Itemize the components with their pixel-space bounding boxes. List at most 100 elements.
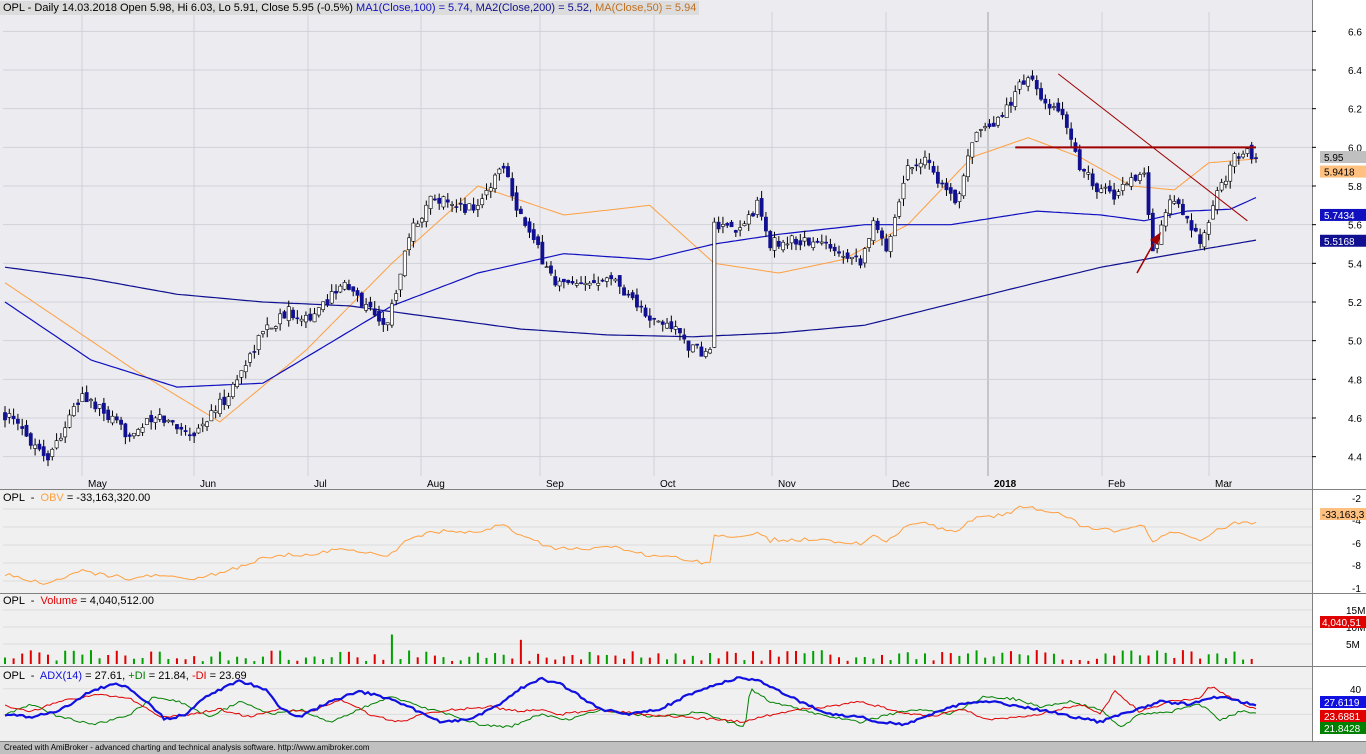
candle-body — [58, 437, 63, 441]
candle-body — [80, 393, 85, 402]
pane-background — [0, 490, 1312, 594]
annotation-arrowhead — [1150, 232, 1161, 245]
volume-bar — [537, 653, 540, 664]
volume-bar — [786, 651, 789, 664]
candle-body — [583, 282, 588, 285]
candle-body — [518, 208, 523, 215]
candle-body — [286, 306, 291, 321]
volume-bar — [1199, 658, 1202, 664]
candle-body — [463, 203, 467, 213]
candle-body — [940, 182, 945, 185]
volume-bar — [1156, 650, 1159, 664]
candle-body — [1206, 222, 1211, 235]
candle-body — [604, 277, 609, 282]
candle-body — [544, 266, 549, 268]
candle-body — [1107, 185, 1112, 192]
candle-body — [437, 197, 442, 204]
volume-bar — [898, 653, 901, 664]
annotation-arrow — [1136, 240, 1156, 274]
candle-body — [927, 159, 932, 164]
volume-bar — [562, 656, 565, 664]
candle-body — [110, 415, 115, 424]
candle-body — [966, 155, 970, 178]
candle-body — [703, 351, 708, 357]
volume-bar — [1181, 650, 1184, 664]
candle-body — [819, 241, 824, 244]
ma2-label: MA2(Close,200) = 5.52, — [475, 2, 593, 14]
candle-body — [807, 237, 811, 246]
volume-bar — [700, 660, 703, 664]
candle-body — [626, 293, 631, 296]
candle-body — [3, 412, 7, 421]
candle-body — [914, 164, 919, 167]
candle-body — [493, 174, 497, 190]
volume-bar — [1044, 652, 1047, 664]
candle-body — [265, 324, 270, 330]
adx-tag-label: 23.6881 — [1324, 712, 1361, 723]
volume-bar — [691, 655, 694, 664]
candle-body — [1228, 164, 1233, 182]
candle-body — [149, 414, 154, 423]
candle-body — [1172, 201, 1177, 204]
candle-body — [385, 322, 390, 326]
candle-body — [1245, 148, 1250, 154]
volume-bar — [502, 654, 505, 664]
candle-body — [269, 327, 274, 330]
candle-body — [983, 126, 988, 129]
candle-body — [273, 326, 278, 329]
volume-bar — [408, 650, 411, 664]
candle-body — [875, 220, 880, 230]
candle-body — [1086, 172, 1091, 175]
volume-bar — [1104, 653, 1107, 664]
price-tag — [1320, 165, 1366, 178]
candle-body — [746, 214, 751, 225]
candle-body — [643, 307, 648, 317]
candle-body — [84, 392, 89, 403]
candle-body — [892, 217, 897, 237]
candle-body — [450, 204, 454, 206]
volume-bar — [1087, 660, 1090, 664]
volume-bar — [958, 655, 961, 664]
candle-body — [304, 314, 308, 323]
candle-body — [708, 349, 712, 354]
volume-bar — [81, 654, 84, 664]
obv-tag — [1320, 508, 1366, 520]
candle-body — [630, 292, 635, 299]
volume-bar — [29, 650, 32, 664]
candle-body — [652, 318, 657, 320]
volume-bar — [236, 656, 239, 664]
candle-body — [162, 415, 166, 423]
candle-body — [37, 443, 42, 450]
volume-bar — [1027, 655, 1030, 664]
candle-body — [527, 221, 532, 233]
volume-y-tick: 15M — [1346, 606, 1365, 617]
x-tick-label: May — [88, 479, 107, 490]
volume-value: = 4,040,512.00 — [80, 595, 154, 607]
candle-body — [1176, 199, 1181, 205]
candle-body — [308, 313, 313, 321]
candle-body — [635, 294, 639, 308]
candle-body — [948, 187, 953, 194]
candle-body — [1189, 220, 1194, 231]
volume-bar — [356, 657, 359, 664]
candle-body — [222, 396, 227, 405]
volume-bar — [674, 653, 677, 664]
volume-bar — [459, 660, 462, 664]
obv-y-tick: -1 — [1352, 584, 1361, 595]
volume-bar — [184, 659, 187, 664]
volume-symbol: OPL — [3, 595, 25, 607]
candle-body — [978, 129, 983, 131]
candle-body — [1155, 243, 1160, 249]
candle-body — [15, 418, 20, 424]
volume-bar — [597, 655, 600, 664]
candle-body — [424, 204, 429, 222]
volume-y-tick: 10M — [1346, 623, 1365, 634]
volume-bar — [270, 650, 273, 664]
candle-body — [428, 195, 433, 209]
candle-body — [536, 236, 540, 245]
volume-bar — [1113, 655, 1116, 664]
candle-body — [458, 202, 463, 205]
volume-bar — [1121, 650, 1124, 664]
candle-body — [815, 240, 820, 243]
candle-body — [1142, 172, 1147, 175]
